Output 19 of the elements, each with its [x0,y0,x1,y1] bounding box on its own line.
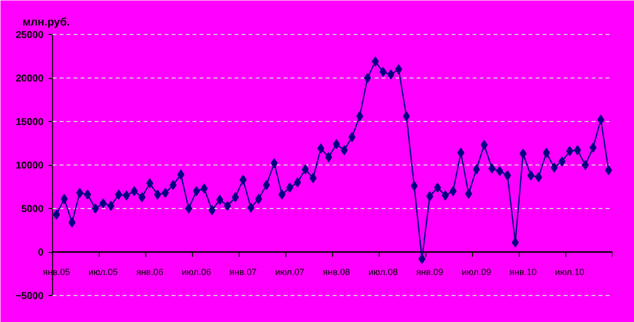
y-tick-label: −5000 [15,291,44,302]
y-tick-label: 10000 [16,160,44,172]
x-tick-label: июл.08 [368,267,398,277]
y-tick-label: 20000 [16,74,44,84]
y-tick-label: 0 [38,248,44,258]
y-axis-title: млн.руб. [22,16,70,28]
x-tick-label: янв.08 [322,267,350,277]
x-tick-label: июл.05 [88,267,118,277]
y-tick-label: 5000 [21,204,44,215]
x-tick-label: июл.07 [275,267,304,277]
x-tick-label: янв.09 [416,267,444,277]
x-tick-label: янв.07 [230,267,257,277]
y-tick-label: 15000 [16,117,44,128]
x-tick-label: янв.10 [510,267,537,277]
x-tick-label: июл.06 [182,267,212,277]
x-tick-label: янв.06 [136,267,164,277]
y-tick-label: 25000 [16,30,44,41]
x-tick-label: июл.10 [555,267,584,277]
x-tick-label: июл.09 [462,267,492,277]
